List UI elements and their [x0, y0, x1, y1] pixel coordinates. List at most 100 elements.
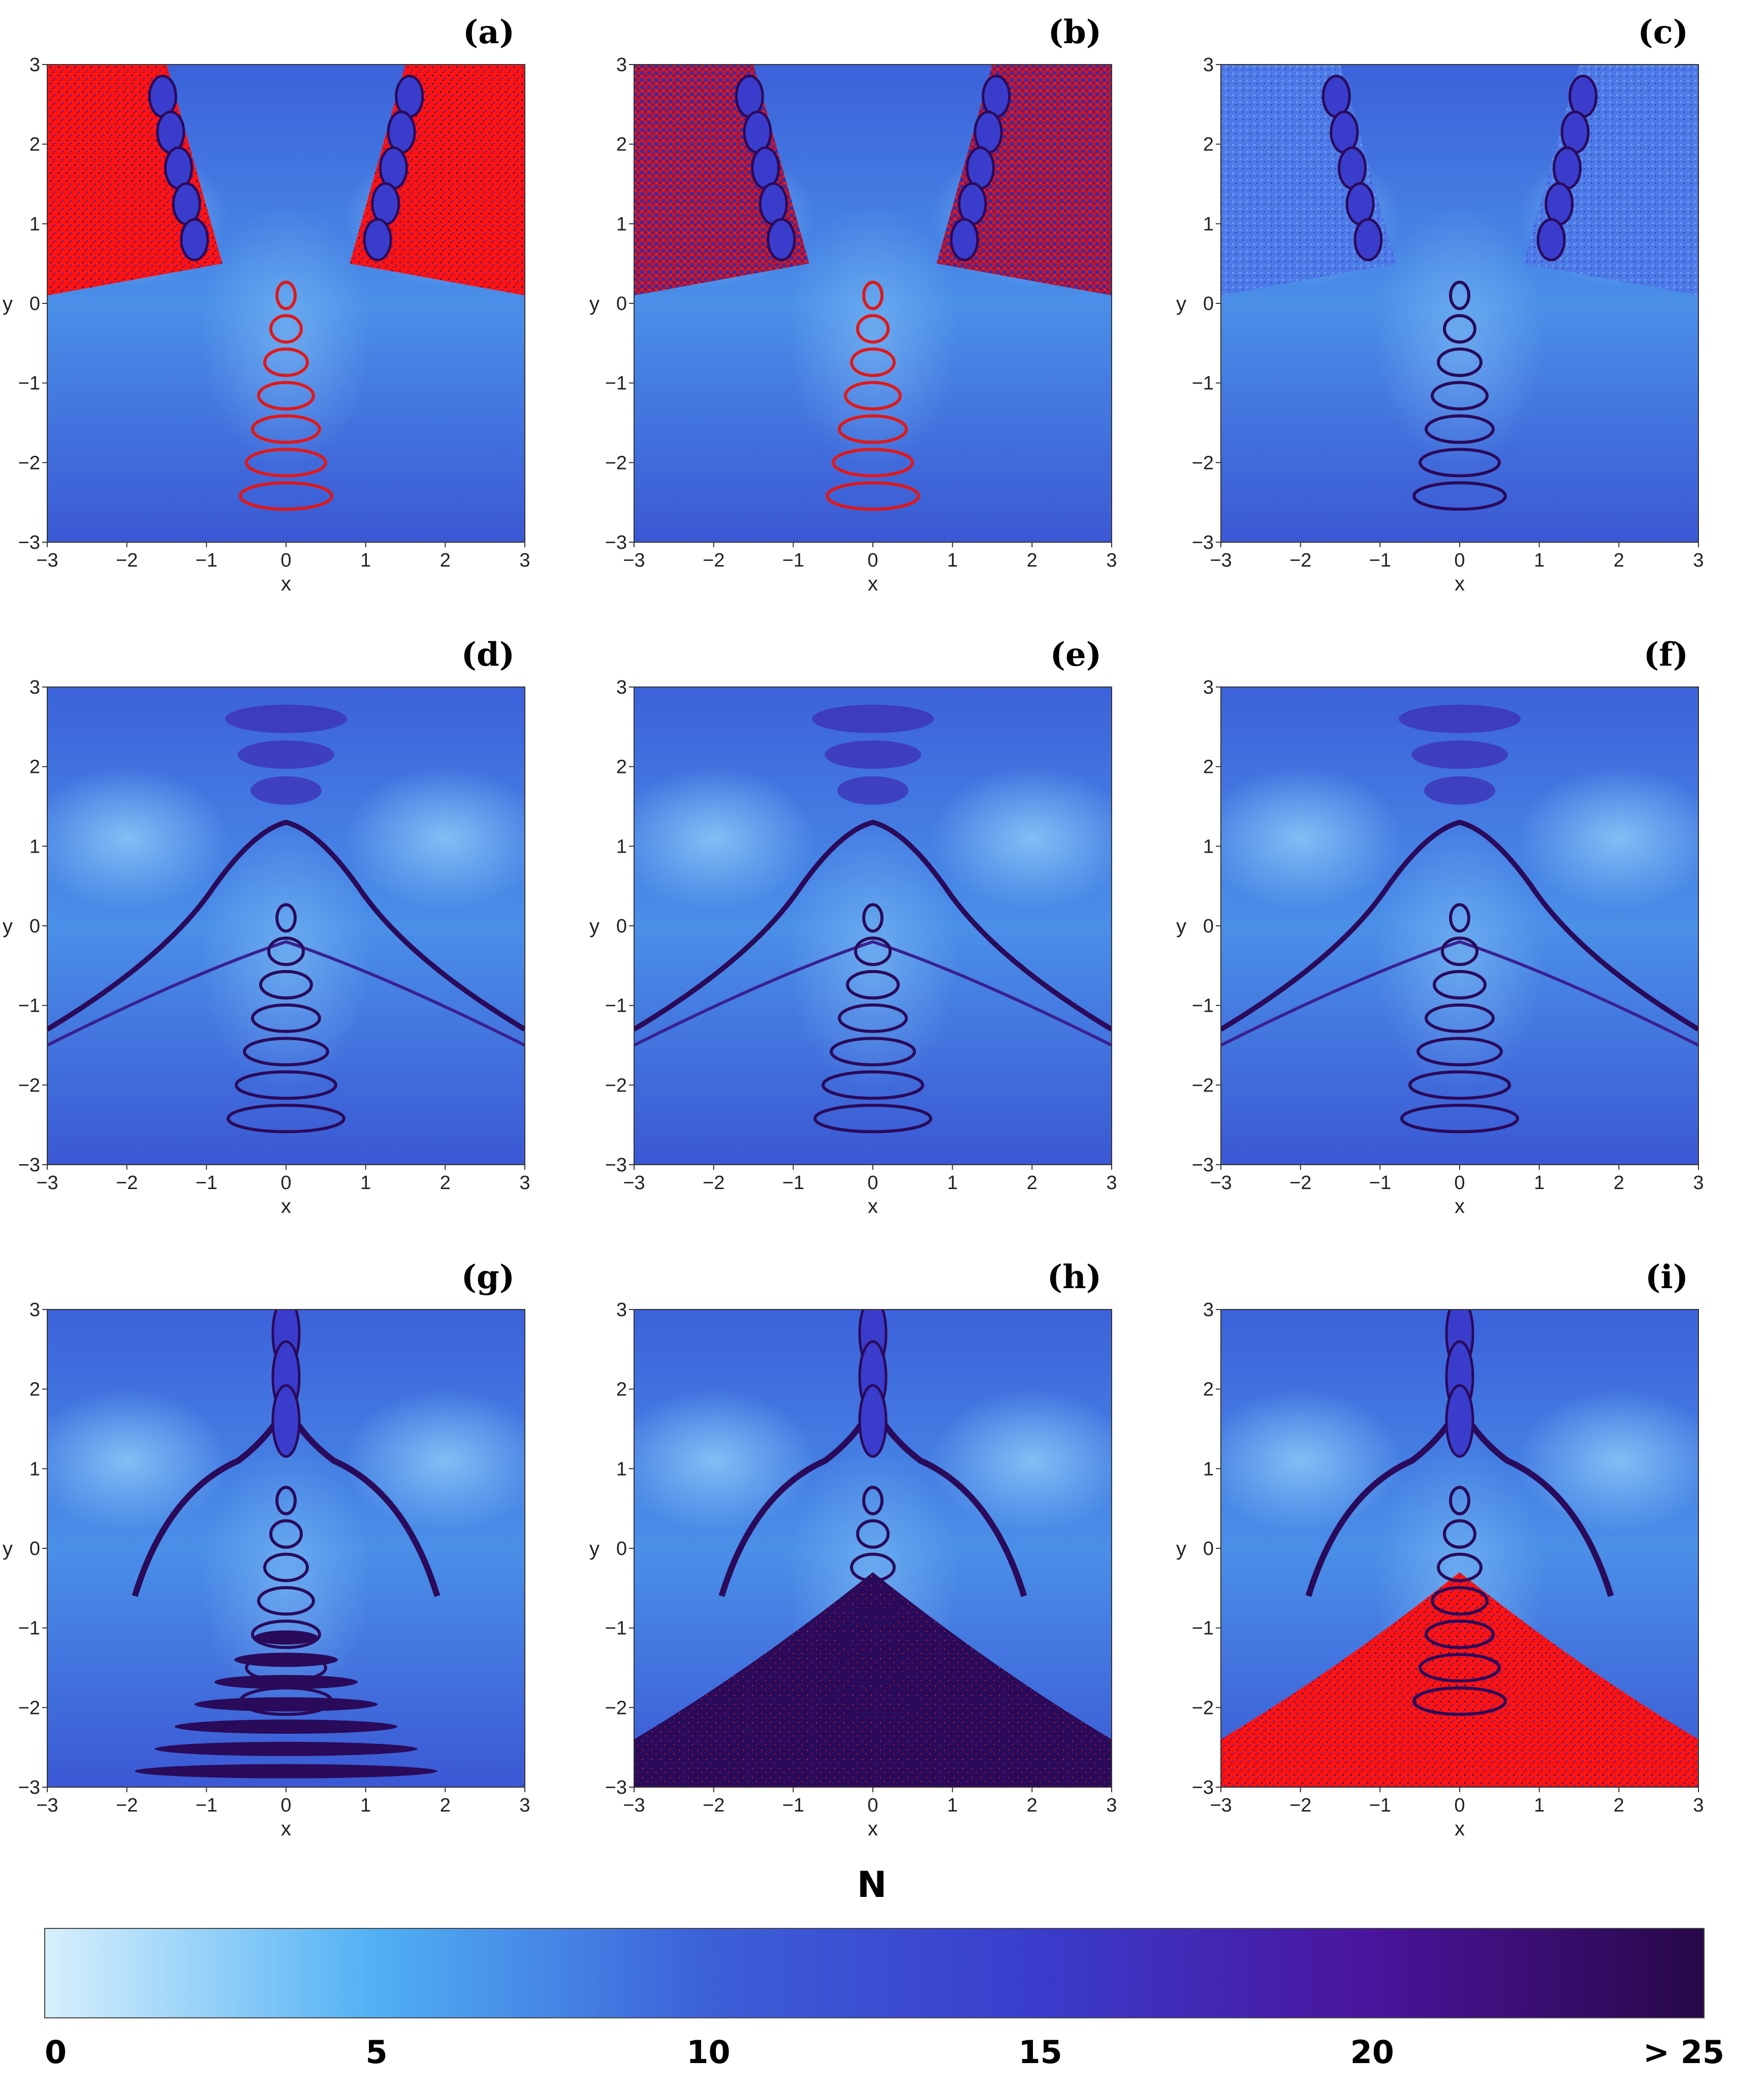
boundary-loop — [966, 146, 995, 190]
y-axis-label: y — [589, 915, 600, 938]
x-tick-label: 1 — [1534, 550, 1545, 571]
central-loop — [1449, 280, 1470, 310]
central-loop — [1449, 903, 1470, 933]
x-tick-label: 0 — [1454, 550, 1465, 571]
boundary-loop — [858, 1384, 888, 1458]
boundary-loop — [759, 182, 788, 226]
panel-label: (f) — [1644, 636, 1688, 674]
y-axis-label: y — [1176, 915, 1186, 938]
separatrix-curve — [47, 820, 525, 1032]
central-loop — [1437, 347, 1483, 377]
y-tick-label: 0 — [1203, 916, 1214, 937]
central-loop — [856, 1519, 890, 1549]
x-tick-label: 0 — [1454, 1172, 1465, 1194]
central-loop — [257, 1586, 315, 1616]
fast-convergence-region — [930, 1389, 1112, 1532]
x-tick-label: 1 — [360, 1795, 371, 1816]
colorbar-tick-labels: 0 5 10 15 20 > 25 — [45, 2034, 1724, 2071]
x-tick-label: −2 — [1289, 1795, 1311, 1816]
y-tick-label: 3 — [616, 54, 627, 76]
x-tick-label: 1 — [1534, 1172, 1545, 1194]
x-tick-label: −2 — [703, 1172, 724, 1194]
dark-lobe — [1411, 740, 1508, 769]
x-tick-label: −1 — [782, 1172, 804, 1194]
y-tick-label: −2 — [18, 1075, 40, 1096]
x-tick-label: 1 — [360, 550, 371, 571]
central-loop — [1433, 970, 1487, 1000]
central-loop — [846, 970, 900, 1000]
boundary-loop — [743, 110, 772, 154]
panel-a: −3−3 −2 −2 −1 −1 0 0 1 1 2 2 3 3 x y (a) — [3, 13, 530, 595]
y-tick-label: 1 — [29, 1458, 40, 1480]
x-tick-label: −3 — [1210, 1795, 1232, 1816]
central-loop — [1408, 1070, 1511, 1100]
x-tick-label: 2 — [1027, 550, 1037, 571]
y-axis-label: y — [1176, 1538, 1186, 1560]
x-tick-label: 2 — [440, 550, 451, 571]
central-loop — [275, 1486, 297, 1515]
dark-band — [154, 1741, 418, 1756]
y-tick-label: 1 — [29, 836, 40, 857]
y-tick-label: −3 — [18, 532, 40, 553]
x-tick-label: 0 — [867, 550, 878, 571]
x-tick-label: 1 — [947, 550, 958, 571]
central-loop — [243, 1037, 329, 1067]
y-tick-label: 0 — [616, 1538, 627, 1559]
dark-band — [174, 1719, 398, 1734]
x-tick-label: −1 — [1369, 550, 1391, 571]
y-tick-label: −3 — [1192, 532, 1214, 553]
panel-label: (c) — [1637, 13, 1688, 51]
x-tick-label: 3 — [519, 550, 530, 571]
x-tick-label: −1 — [196, 1795, 217, 1816]
panel-label: (i) — [1645, 1258, 1688, 1296]
central-loop — [862, 1486, 884, 1515]
dark-lobe — [837, 776, 908, 805]
x-tick-label: 3 — [1106, 550, 1117, 571]
central-loop — [245, 1653, 327, 1682]
dark-band — [254, 1630, 318, 1645]
x-tick-label: −2 — [703, 1795, 724, 1816]
colorbar-tick-label: 15 — [1018, 2034, 1062, 2071]
y-tick-label: 0 — [29, 293, 40, 315]
panel-label: (h) — [1047, 1258, 1101, 1296]
boundary-loop — [1536, 218, 1566, 262]
boundary-loop — [395, 75, 424, 118]
panel-g: −3−3 −2 −2 −1 −1 0 0 1 1 2 2 3 3 x y (g) — [3, 1258, 530, 1840]
y-tick-label: 2 — [616, 757, 627, 778]
x-tick-label: −2 — [116, 1172, 138, 1194]
central-loop — [1425, 1003, 1495, 1033]
x-tick-label: −1 — [782, 1795, 804, 1816]
y-tick-label: −2 — [605, 452, 627, 474]
fast-convergence-region — [1373, 825, 1546, 1090]
y-tick-label: −1 — [1192, 995, 1214, 1017]
fast-convergence-region — [930, 767, 1112, 910]
central-loop — [1441, 937, 1478, 966]
x-tick-label: −2 — [116, 1795, 138, 1816]
fast-convergence-region — [786, 203, 959, 467]
y-tick-label: 3 — [616, 677, 627, 698]
x-tick-label: 2 — [1614, 1172, 1624, 1194]
x-axis-label: x — [868, 1818, 878, 1840]
x-tick-label: 3 — [1106, 1795, 1117, 1816]
boundary-loop — [767, 218, 796, 262]
fast-convergence-region — [1373, 203, 1546, 467]
central-loop — [269, 1519, 303, 1549]
x-tick-label: 2 — [1614, 550, 1624, 571]
y-tick-label: 1 — [1203, 213, 1214, 235]
basin-map — [47, 687, 525, 1165]
x-tick-label: −3 — [36, 550, 58, 571]
panel-label: (d) — [461, 636, 515, 674]
x-axis-label: x — [1455, 573, 1465, 595]
central-loop — [1419, 1653, 1501, 1682]
x-tick-label: −3 — [623, 550, 645, 571]
x-tick-label: 0 — [867, 1795, 878, 1816]
x-tick-label: 2 — [1027, 1172, 1037, 1194]
y-tick-label: −3 — [18, 1155, 40, 1176]
x-tick-label: 3 — [519, 1795, 530, 1816]
y-axis-label: y — [3, 293, 13, 315]
central-loop — [838, 1003, 908, 1033]
central-loop — [856, 314, 890, 344]
separatrix-curve — [1221, 820, 1698, 1032]
boundary-loop — [1560, 110, 1590, 154]
